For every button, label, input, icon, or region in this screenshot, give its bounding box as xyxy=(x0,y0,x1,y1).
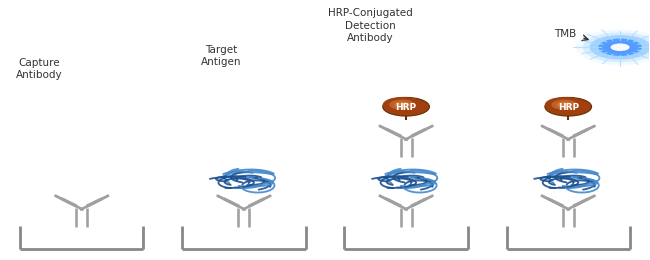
Circle shape xyxy=(576,30,650,65)
Circle shape xyxy=(556,102,572,108)
Circle shape xyxy=(545,98,592,116)
Circle shape xyxy=(598,38,642,56)
Circle shape xyxy=(389,100,415,110)
Circle shape xyxy=(545,97,584,112)
Text: TMB: TMB xyxy=(554,29,576,39)
Text: HRP: HRP xyxy=(395,103,417,112)
Text: HRP: HRP xyxy=(558,103,579,112)
Circle shape xyxy=(551,100,577,110)
Circle shape xyxy=(590,35,650,60)
Circle shape xyxy=(383,97,422,112)
Text: HRP-Conjugated
Detection
Antibody: HRP-Conjugated Detection Antibody xyxy=(328,9,413,43)
Circle shape xyxy=(395,102,410,108)
Circle shape xyxy=(610,43,630,51)
Circle shape xyxy=(383,98,430,116)
Circle shape xyxy=(582,32,650,62)
Text: Target
Antigen: Target Antigen xyxy=(201,45,241,67)
Text: Capture
Antibody: Capture Antibody xyxy=(16,57,63,80)
Circle shape xyxy=(606,42,634,53)
